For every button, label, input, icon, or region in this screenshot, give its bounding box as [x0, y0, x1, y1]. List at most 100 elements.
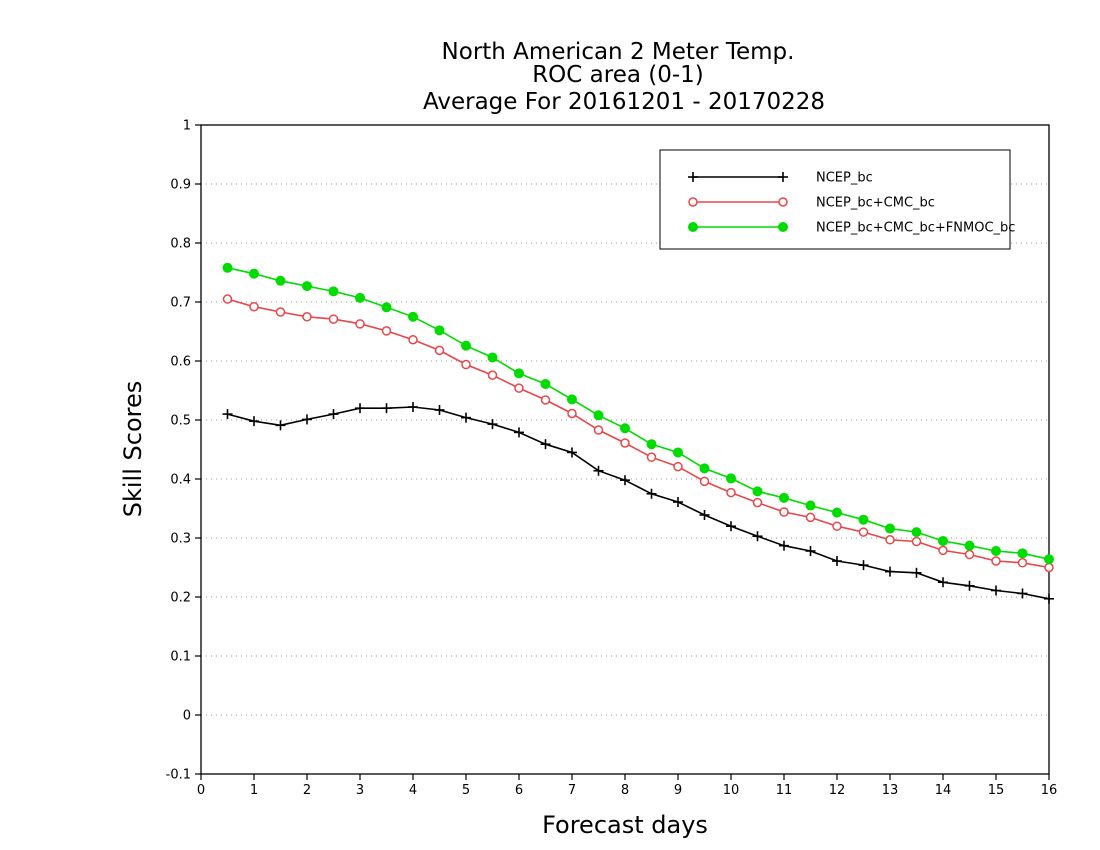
- data-point: [779, 540, 789, 551]
- series-2: [222, 294, 1054, 573]
- data-point: [726, 473, 736, 484]
- x-tick-label: 13: [882, 783, 899, 798]
- data-point: [991, 585, 1001, 596]
- y-tick-label: 0.8: [170, 237, 191, 252]
- data-point: [964, 540, 975, 551]
- data-point: [593, 465, 604, 476]
- data-point: [461, 359, 471, 370]
- data-point: [249, 416, 259, 427]
- data-point: [620, 438, 630, 448]
- y-tick-label: 0.6: [170, 355, 191, 370]
- legend: NCEP_bc NCEP_bc+CMC_bc NCEP_bc+CMC_bc+FNMO…: [659, 149, 1015, 250]
- data-point: [938, 535, 948, 546]
- data-point: [858, 560, 869, 571]
- data-point: [275, 420, 286, 431]
- data-point: [249, 301, 259, 312]
- data-point: [964, 549, 975, 560]
- data-point: [593, 410, 604, 421]
- data-point: [964, 580, 975, 591]
- title-line-1: North American 2 Meter Temp.: [442, 39, 795, 65]
- data-point: [779, 492, 789, 503]
- data-point: [726, 521, 736, 532]
- legend-entry-3: NCEP_bc+CMC_bc+FNMOC_bc: [688, 221, 1015, 236]
- data-point: [885, 566, 895, 577]
- data-point: [514, 383, 524, 393]
- data-point: [832, 507, 842, 518]
- data-point: [249, 268, 259, 279]
- data-point: [752, 486, 763, 497]
- data-point: [222, 409, 233, 420]
- data-point: [858, 514, 869, 525]
- data-point: [1017, 588, 1028, 599]
- data-point: [540, 395, 551, 405]
- data-point: [328, 409, 339, 420]
- data-point: [620, 475, 630, 486]
- title-line-3: Average For 20161201 - 20170228: [423, 89, 825, 115]
- data-point: [1044, 554, 1054, 565]
- data-point: [699, 476, 710, 487]
- data-point: [355, 319, 365, 329]
- data-point: [487, 352, 498, 363]
- series-1: [222, 402, 1054, 604]
- y-tick-label: 0.5: [170, 414, 191, 429]
- data-point: [673, 461, 683, 472]
- data-point: [593, 425, 604, 435]
- data-point: [778, 172, 788, 182]
- data-point: [752, 531, 763, 542]
- x-axis-label: Forecast days: [542, 811, 708, 839]
- data-point: [805, 512, 816, 523]
- data-point: [328, 286, 339, 297]
- legend-label: NCEP_bc: [816, 171, 873, 186]
- data-point: [778, 222, 788, 232]
- data-point: [911, 527, 922, 538]
- x-tick-label: 1: [250, 783, 258, 798]
- y-tick-label: 0.4: [170, 473, 191, 488]
- data-point: [434, 325, 445, 336]
- data-point: [408, 335, 418, 345]
- data-point: [222, 294, 233, 304]
- data-point: [567, 408, 577, 419]
- data-point: [1044, 562, 1054, 573]
- y-tick-label: 0.3: [170, 532, 191, 547]
- x-tick-label: 15: [988, 783, 1005, 798]
- data-point: [302, 312, 312, 322]
- y-tick-label: 0.7: [170, 296, 191, 311]
- data-point: [699, 463, 710, 474]
- x-tick-label: 14: [935, 783, 952, 798]
- data-point: [355, 403, 365, 414]
- data-point: [275, 275, 286, 286]
- x-tick-label: 9: [674, 783, 682, 798]
- data-point: [673, 447, 683, 458]
- x-axis: 0 1 2 3 4 5 6 7 8 9 10 11 12 13 14 15 16: [197, 774, 1057, 798]
- chart-title: North American 2 Meter Temp. ROC area (0…: [423, 39, 825, 115]
- y-axis-label: Skill Scores: [119, 381, 147, 518]
- y-tick-label: 0.1: [170, 650, 191, 665]
- data-point: [673, 497, 683, 508]
- data-point: [514, 368, 524, 379]
- x-tick-label: 0: [197, 783, 205, 798]
- data-point: [408, 402, 418, 413]
- data-point: [302, 414, 312, 425]
- data-point: [275, 307, 286, 317]
- legend-label: NCEP_bc+CMC_bc: [816, 196, 935, 211]
- data-point: [487, 370, 498, 380]
- series-line: [227, 267, 1050, 560]
- legend-box: [659, 149, 1011, 250]
- title-line-2: ROC area (0-1): [532, 62, 704, 88]
- y-tick-label: 0: [183, 709, 191, 724]
- y-tick-label: 0.9: [170, 178, 191, 193]
- data-point: [885, 523, 895, 534]
- data-point: [408, 311, 418, 322]
- x-tick-label: 7: [568, 783, 576, 798]
- data-point: [688, 172, 698, 182]
- data-point: [487, 419, 498, 430]
- series-line: [227, 298, 1050, 569]
- data-point: [540, 439, 551, 450]
- data-point: [832, 521, 842, 531]
- x-tick-label: 10: [723, 783, 740, 798]
- legend-entry-2: NCEP_bc+CMC_bc: [688, 196, 935, 211]
- y-tick-label: 1: [183, 119, 191, 134]
- data-point: [779, 507, 789, 517]
- data-point: [688, 197, 698, 207]
- x-tick-label: 2: [303, 783, 311, 798]
